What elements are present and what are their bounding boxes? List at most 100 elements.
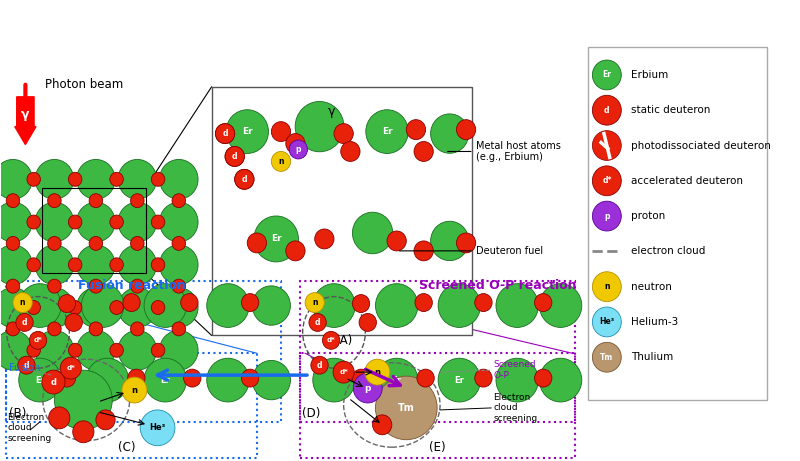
Text: proton: proton xyxy=(631,211,665,221)
Circle shape xyxy=(226,110,269,154)
Text: d*: d* xyxy=(339,369,348,375)
Circle shape xyxy=(247,233,266,253)
Circle shape xyxy=(60,357,82,379)
Text: static deuteron: static deuteron xyxy=(631,105,710,115)
Text: n: n xyxy=(312,298,318,307)
Circle shape xyxy=(159,202,198,242)
Circle shape xyxy=(457,120,476,140)
Circle shape xyxy=(286,241,305,261)
Circle shape xyxy=(375,284,418,327)
Circle shape xyxy=(77,202,115,242)
Text: n: n xyxy=(20,298,26,307)
Circle shape xyxy=(314,229,334,249)
Text: Erbium: Erbium xyxy=(631,70,668,80)
Circle shape xyxy=(375,358,418,402)
Text: electron cloud: electron cloud xyxy=(631,246,706,256)
Circle shape xyxy=(16,313,34,331)
Circle shape xyxy=(0,202,32,242)
Text: d: d xyxy=(24,361,30,370)
Circle shape xyxy=(387,231,406,251)
Circle shape xyxy=(13,293,32,313)
Circle shape xyxy=(48,236,61,250)
Circle shape xyxy=(6,194,20,207)
Circle shape xyxy=(172,236,186,250)
Circle shape xyxy=(0,331,32,370)
Circle shape xyxy=(592,201,622,231)
Circle shape xyxy=(341,142,360,161)
Circle shape xyxy=(130,236,144,250)
Circle shape xyxy=(592,95,622,125)
Text: Electron
cloud
screening: Electron cloud screening xyxy=(493,393,538,423)
Circle shape xyxy=(592,166,622,196)
Circle shape xyxy=(415,294,432,312)
Circle shape xyxy=(122,377,147,403)
Circle shape xyxy=(6,279,20,293)
Circle shape xyxy=(322,331,340,349)
Circle shape xyxy=(6,236,20,250)
Text: d: d xyxy=(232,152,238,161)
Circle shape xyxy=(438,358,481,402)
Text: n: n xyxy=(604,282,610,291)
Circle shape xyxy=(73,421,94,443)
Text: γ: γ xyxy=(21,108,30,121)
Circle shape xyxy=(474,294,492,312)
Circle shape xyxy=(206,358,249,402)
Circle shape xyxy=(123,294,140,312)
Circle shape xyxy=(172,322,186,336)
Circle shape xyxy=(242,294,259,312)
Text: (B): (B) xyxy=(9,407,26,420)
Circle shape xyxy=(89,194,102,207)
Text: accelerated deuteron: accelerated deuteron xyxy=(631,176,743,186)
Circle shape xyxy=(353,212,393,254)
Circle shape xyxy=(18,284,61,327)
Circle shape xyxy=(159,245,198,285)
Text: He³: He³ xyxy=(150,423,166,432)
Circle shape xyxy=(86,358,129,402)
Circle shape xyxy=(334,124,354,143)
Circle shape xyxy=(592,130,622,160)
Circle shape xyxy=(172,194,186,207)
Circle shape xyxy=(68,215,82,229)
Circle shape xyxy=(414,142,434,161)
Circle shape xyxy=(49,407,70,429)
Text: d*: d* xyxy=(326,337,335,343)
Circle shape xyxy=(35,202,74,242)
Text: Er: Er xyxy=(160,376,170,384)
Text: (C): (C) xyxy=(118,441,135,454)
Circle shape xyxy=(534,369,552,387)
Circle shape xyxy=(118,331,157,370)
Circle shape xyxy=(48,194,61,207)
Circle shape xyxy=(313,358,355,402)
Circle shape xyxy=(77,245,115,285)
Circle shape xyxy=(27,258,41,272)
Text: (D): (D) xyxy=(302,407,321,420)
Text: Metal host atoms
(e.g., Erbium): Metal host atoms (e.g., Erbium) xyxy=(476,141,561,162)
Text: Lattice: Lattice xyxy=(77,375,115,385)
Text: Fusion reaction: Fusion reaction xyxy=(78,279,186,292)
Circle shape xyxy=(6,322,20,336)
Circle shape xyxy=(128,369,145,387)
Circle shape xyxy=(592,60,622,90)
Circle shape xyxy=(35,245,74,285)
Text: γ: γ xyxy=(327,105,335,118)
Circle shape xyxy=(534,294,552,312)
Circle shape xyxy=(77,160,115,199)
Circle shape xyxy=(414,241,434,261)
Text: d*: d* xyxy=(34,337,42,343)
Circle shape xyxy=(352,295,370,313)
Text: Deuteron fuel: Deuteron fuel xyxy=(476,246,543,256)
Circle shape xyxy=(96,410,115,430)
Text: Er: Er xyxy=(602,71,611,79)
Circle shape xyxy=(225,147,244,166)
Circle shape xyxy=(68,258,82,272)
Circle shape xyxy=(309,313,326,331)
Circle shape xyxy=(305,293,324,313)
Text: Er: Er xyxy=(242,127,253,136)
Circle shape xyxy=(110,258,123,272)
Text: Screened
O-P: Screened O-P xyxy=(493,361,536,380)
Text: photodissociated deuteron: photodissociated deuteron xyxy=(631,141,771,150)
Circle shape xyxy=(181,294,198,312)
Circle shape xyxy=(130,194,144,207)
Text: Er: Er xyxy=(382,127,392,136)
FancyArrow shape xyxy=(14,97,36,144)
